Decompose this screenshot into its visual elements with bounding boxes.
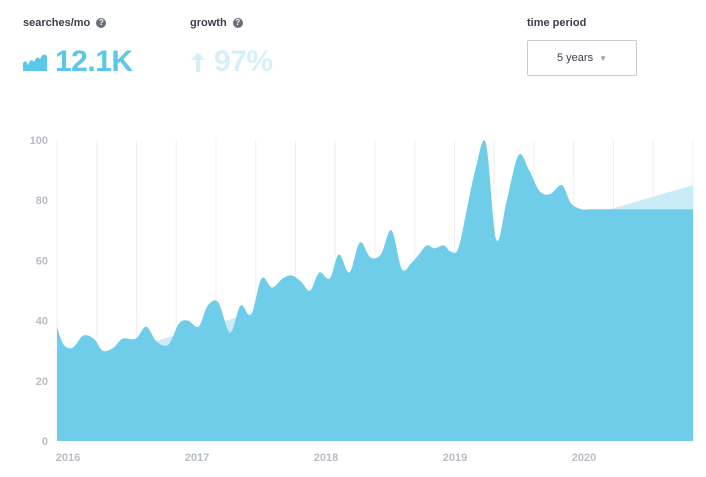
arrow-up-icon: [191, 52, 205, 72]
growth-label-row: growth ?: [190, 17, 273, 29]
time-period-label: time period: [527, 17, 587, 29]
y-tick-label: 20: [36, 376, 48, 388]
x-tick-label: 2016: [56, 452, 80, 464]
x-tick-label: 2019: [443, 452, 467, 464]
y-tick-label: 100: [30, 135, 48, 147]
chevron-down-icon: ▼: [599, 53, 607, 63]
help-icon[interactable]: ?: [96, 18, 107, 28]
x-tick-label: 2017: [185, 452, 209, 464]
growth-value: 97%: [214, 45, 273, 78]
searches-label: searches/mo: [23, 17, 91, 29]
time-period-value: 5 years: [557, 52, 594, 64]
search-volume-area: [57, 140, 693, 442]
x-tick-label: 2018: [314, 452, 338, 464]
growth-metric: growth ? 97%: [190, 17, 273, 79]
searches-value-row: 12.1K: [23, 45, 133, 79]
growth-value-row: 97%: [190, 45, 273, 79]
y-tick-label: 40: [36, 316, 48, 328]
y-tick-label: 0: [42, 436, 48, 448]
searches-value: 12.1K: [55, 45, 133, 78]
y-tick-label: 60: [36, 255, 48, 267]
time-period-select[interactable]: 5 years ▼: [527, 40, 637, 76]
time-period-control: time period 5 years ▼: [527, 17, 637, 76]
y-tick-label: 80: [36, 195, 48, 207]
growth-label: growth: [190, 17, 227, 29]
searches-label-row: searches/mo ?: [23, 17, 133, 29]
x-tick-label: 2020: [572, 452, 596, 464]
help-icon[interactable]: ?: [232, 18, 243, 28]
searches-metric: searches/mo ? 12.1K: [23, 17, 133, 79]
trend-wave-icon: [23, 54, 47, 71]
